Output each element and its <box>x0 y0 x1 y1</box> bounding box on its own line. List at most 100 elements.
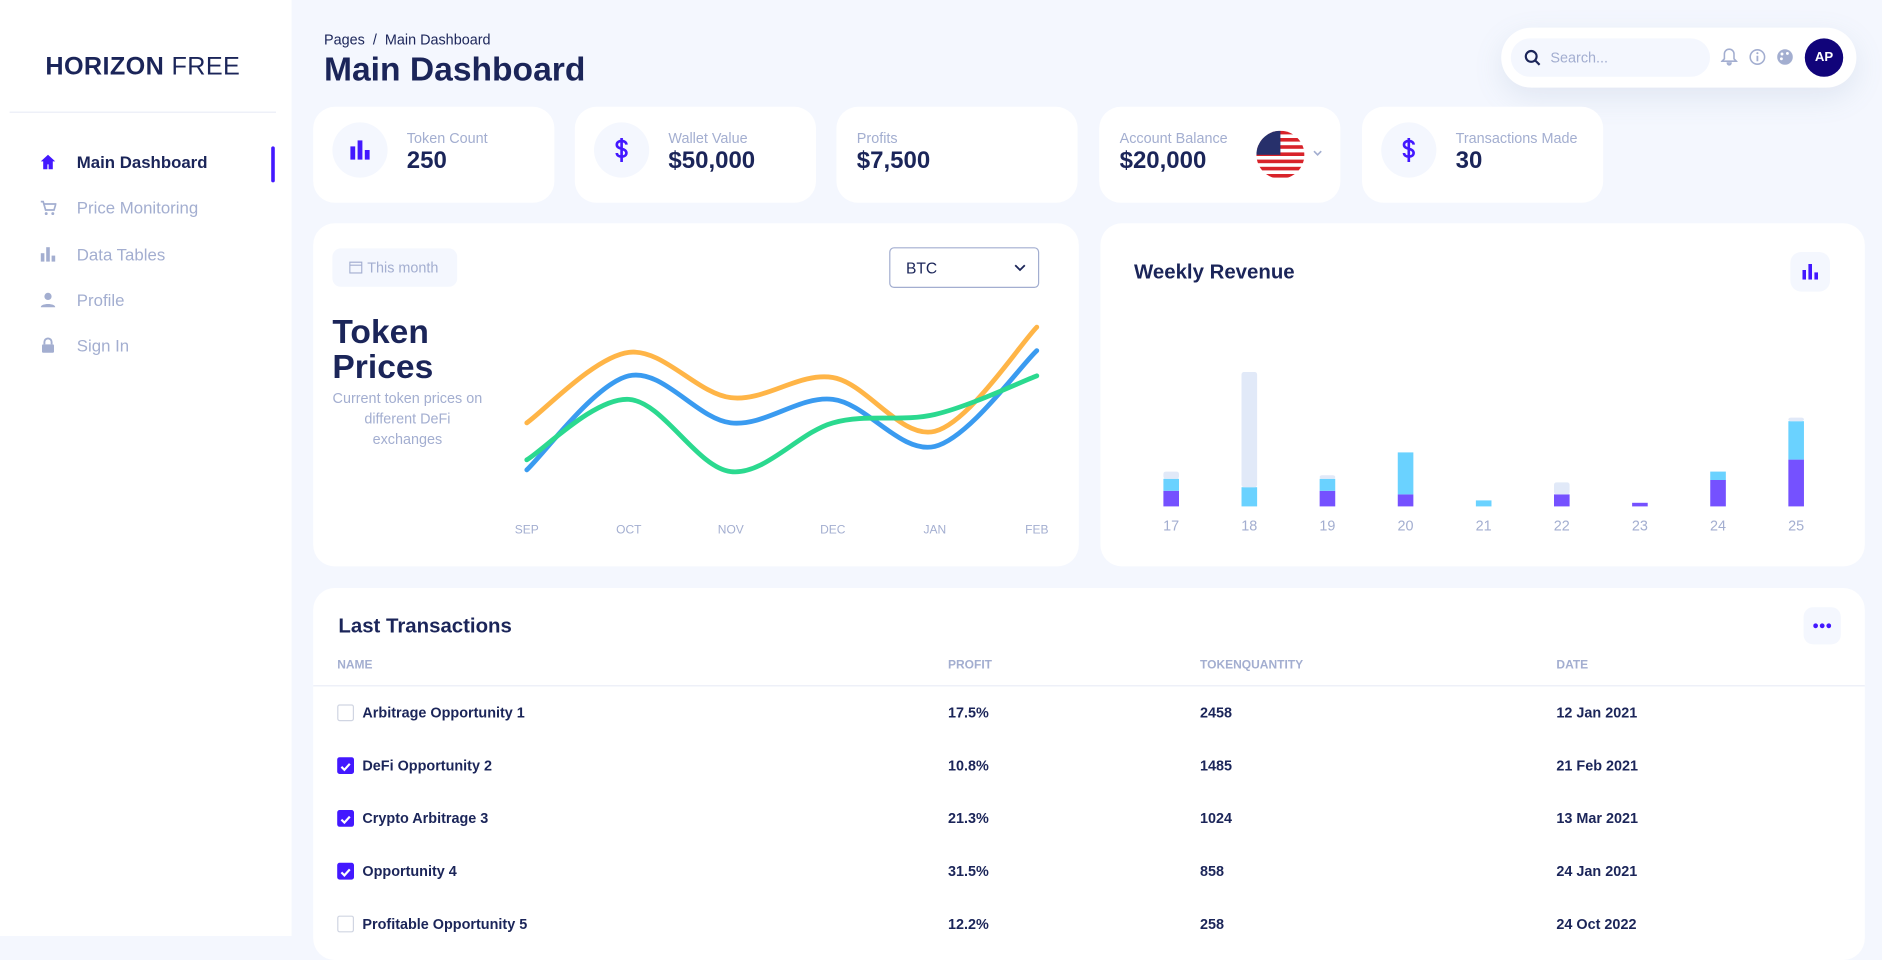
more-button[interactable] <box>1803 607 1841 645</box>
table-cell: 858 <box>1200 862 1225 880</box>
coin-select-value: BTC <box>906 259 938 278</box>
stat-value: 30 <box>1455 147 1483 174</box>
table-cell: Crypto Arbitrage 3 <box>362 810 489 827</box>
check-mark <box>340 868 351 877</box>
column-header[interactable]: PROFIT <box>948 658 993 672</box>
table-cell: 17.5% <box>948 704 989 722</box>
stat-label: Token Count <box>406 129 488 147</box>
stat-value: $20,000 <box>1119 147 1207 174</box>
table-cell: 31.5% <box>948 862 989 880</box>
theme-icon[interactable] <box>1776 48 1794 66</box>
stat-value: $50,000 <box>668 147 756 174</box>
bell-icon[interactable] <box>1720 48 1738 66</box>
breadcrumb: Pages / Main Dashboard <box>324 31 491 48</box>
bar-segment <box>1554 482 1570 495</box>
period-label: This month <box>367 259 439 276</box>
column-header[interactable]: TOKENQUANTITY <box>1200 658 1304 672</box>
bar-segment <box>1163 490 1179 507</box>
bar-segment <box>1632 502 1648 507</box>
stat-card: Profits $7,500 <box>836 106 1078 203</box>
row-checkbox[interactable] <box>337 915 354 933</box>
nav-icon <box>42 337 55 354</box>
nav-link[interactable]: Sign In <box>76 336 130 356</box>
flag-select[interactable] <box>1256 130 1326 181</box>
stat-glyph <box>615 138 628 163</box>
topbar: Search... AP <box>1501 27 1857 88</box>
divider <box>9 111 276 113</box>
table-cell: 12 Jan 2021 <box>1556 704 1638 722</box>
stat-icon <box>594 122 650 178</box>
bar-icon <box>1802 264 1819 280</box>
x-tick-label: 21 <box>1476 519 1492 535</box>
table-cell: 10.8% <box>948 757 989 775</box>
sidebar: HORIZON FREE Main Dashboard Price Monitor… <box>0 0 292 937</box>
table-cell: 1024 <box>1200 810 1233 827</box>
coin-select[interactable]: BTC <box>889 247 1040 288</box>
stat-card: Account Balance $20,000 <box>1099 106 1341 203</box>
bar-segment <box>1319 478 1336 491</box>
chart-icon-button[interactable] <box>1790 252 1831 292</box>
x-tick-label: 19 <box>1319 519 1335 535</box>
crumb[interactable]: Main Dashboard <box>384 31 491 48</box>
chart-title: Weekly Revenue <box>1134 260 1295 284</box>
bar-chart: 17 18 19 20 21 22 23 24 25 <box>1163 372 1804 535</box>
nav-link[interactable]: Main Dashboard <box>76 152 208 172</box>
x-tick-label: FEB <box>1025 523 1048 537</box>
stat-glyph <box>1402 138 1415 163</box>
weekly-revenue-card: Weekly Revenue 17 18 19 20 21 22 23 24 25 <box>1100 223 1865 567</box>
bar-segment <box>1241 372 1258 488</box>
search-box[interactable]: Search... <box>1510 38 1711 77</box>
search-placeholder: Search... <box>1550 49 1609 66</box>
info-icon[interactable] <box>1748 48 1766 66</box>
stat-label: Wallet Value <box>668 129 748 147</box>
token-prices-card: This month BTC Token Prices Current toke… <box>313 223 1079 567</box>
check-mark <box>340 763 351 772</box>
row-checkbox[interactable] <box>337 704 354 722</box>
nav-link[interactable]: Price Monitoring <box>76 198 199 218</box>
x-tick-label: 22 <box>1554 519 1570 535</box>
transactions-card: Last Transactions <box>313 588 1865 960</box>
period-button[interactable]: This month <box>332 248 458 287</box>
nav-link[interactable]: Data Tables <box>76 244 166 264</box>
stat-card: Transactions Made 30 <box>1362 106 1604 203</box>
chart-subtitle: Current token prices on different DeFi e… <box>332 390 483 448</box>
bar-segment <box>1397 494 1414 507</box>
bar-segment <box>1163 478 1179 491</box>
table-cell: 1485 <box>1200 757 1233 775</box>
stat-label: Profits <box>856 129 898 147</box>
column-header[interactable]: DATE <box>1556 658 1589 672</box>
brand: HORIZON FREE <box>0 53 286 82</box>
bar-segment <box>1319 490 1336 507</box>
x-tick-label: NOV <box>718 523 744 537</box>
x-tick-label: DEC <box>820 523 846 537</box>
stat-icon <box>1381 122 1437 178</box>
bar-segment <box>1554 494 1570 507</box>
column-header[interactable]: NAME <box>337 658 373 672</box>
x-tick-label: 25 <box>1788 519 1804 535</box>
x-tick-label: 24 <box>1710 519 1726 535</box>
row-checkbox[interactable] <box>337 862 354 880</box>
bar-segment <box>1788 421 1804 460</box>
stat-card: Wallet Value $50,000 <box>574 106 817 203</box>
row-checkbox[interactable] <box>337 810 354 827</box>
row-checkbox[interactable] <box>337 757 354 775</box>
bar-segment <box>1788 459 1804 507</box>
bar-segment <box>1397 452 1414 495</box>
table-cell: 21 Feb 2021 <box>1556 757 1639 775</box>
brand-light: FREE <box>171 52 241 81</box>
bar-segment <box>1475 500 1492 507</box>
table-cell: Arbitrage Opportunity 1 <box>362 704 525 722</box>
crumb[interactable]: Pages <box>324 31 365 48</box>
header-divider <box>313 685 1865 687</box>
avatar[interactable]: AP <box>1804 38 1844 77</box>
x-tick-label: SEP <box>515 523 539 537</box>
chevron <box>1014 264 1026 272</box>
chart-title: Token Prices <box>332 313 434 386</box>
bar-segment <box>1319 475 1336 479</box>
nav-link[interactable]: Profile <box>76 290 125 310</box>
table-title: Last Transactions <box>338 614 512 638</box>
stat-icon <box>332 122 388 178</box>
bar-segment <box>1241 487 1258 507</box>
stat-label: Transactions Made <box>1455 129 1578 147</box>
